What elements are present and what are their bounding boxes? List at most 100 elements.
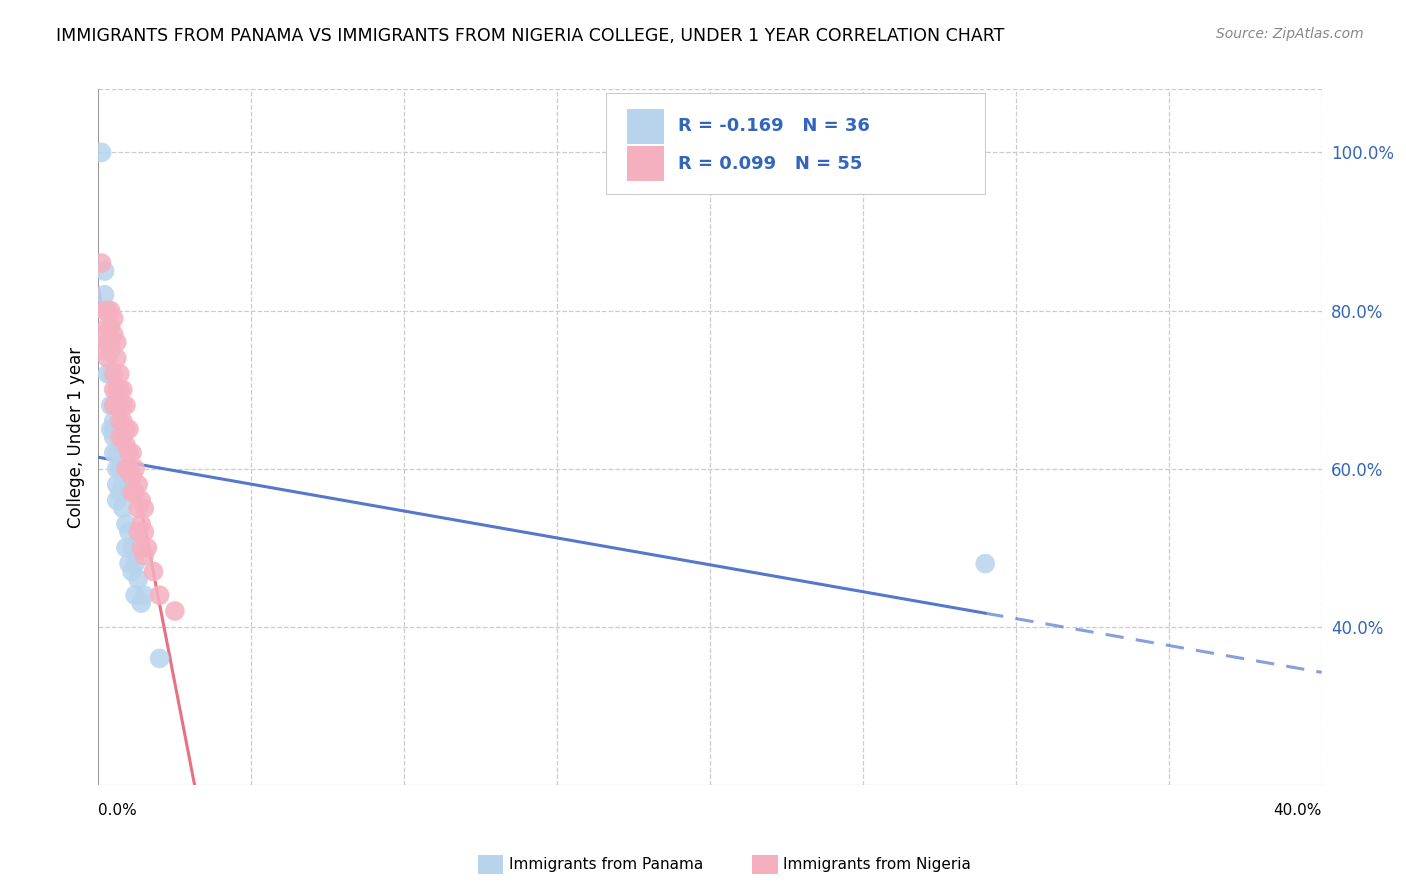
Point	[124, 588, 146, 602]
Point	[97, 303, 120, 318]
Point	[93, 264, 115, 278]
Point	[105, 493, 128, 508]
Point	[118, 461, 141, 475]
Point	[118, 524, 141, 539]
Point	[124, 461, 146, 475]
Point	[115, 438, 138, 452]
Point	[129, 517, 152, 532]
Point	[149, 588, 172, 602]
Point	[97, 351, 120, 365]
Point	[118, 557, 141, 571]
Point	[127, 477, 149, 491]
Point	[97, 335, 120, 350]
Point	[103, 327, 125, 342]
Point	[97, 335, 120, 350]
Point	[124, 485, 146, 500]
Point	[111, 501, 134, 516]
Point	[103, 446, 125, 460]
Point	[103, 399, 125, 413]
Point	[129, 596, 152, 610]
Text: R = -0.169   N = 36: R = -0.169 N = 36	[678, 117, 870, 136]
Point	[134, 549, 156, 563]
Point	[127, 573, 149, 587]
Point	[90, 256, 112, 270]
Point	[111, 414, 134, 428]
Point	[111, 383, 134, 397]
Point	[108, 430, 131, 444]
Point	[90, 145, 112, 160]
Point	[103, 367, 125, 381]
Point	[108, 399, 131, 413]
Point	[127, 524, 149, 539]
Y-axis label: College, Under 1 year: College, Under 1 year	[66, 346, 84, 528]
Point	[127, 501, 149, 516]
Point	[108, 383, 131, 397]
Point	[115, 541, 138, 555]
Point	[121, 541, 143, 555]
Point	[100, 303, 122, 318]
Text: R = 0.099   N = 55: R = 0.099 N = 55	[678, 155, 863, 173]
Point	[105, 399, 128, 413]
Point	[103, 311, 125, 326]
Point	[93, 287, 115, 301]
Point	[100, 367, 122, 381]
Point	[105, 335, 128, 350]
Point	[105, 383, 128, 397]
Point	[97, 319, 120, 334]
Point	[100, 319, 122, 334]
Point	[93, 327, 115, 342]
Point	[105, 446, 128, 460]
Point	[115, 422, 138, 436]
FancyBboxPatch shape	[627, 109, 664, 144]
Point	[103, 414, 125, 428]
Point	[142, 565, 165, 579]
Point	[103, 383, 125, 397]
Point	[118, 446, 141, 460]
Point	[108, 485, 131, 500]
Point	[111, 477, 134, 491]
Point	[129, 493, 152, 508]
Point	[974, 557, 997, 571]
Text: Immigrants from Nigeria: Immigrants from Nigeria	[783, 857, 972, 871]
Point	[136, 541, 159, 555]
Point	[149, 651, 172, 665]
Point	[105, 461, 128, 475]
Point	[93, 343, 115, 358]
FancyBboxPatch shape	[627, 146, 664, 181]
Point	[115, 461, 138, 475]
Point	[134, 524, 156, 539]
Point	[111, 399, 134, 413]
Point	[111, 430, 134, 444]
Point	[121, 565, 143, 579]
Point	[108, 367, 131, 381]
Point	[103, 399, 125, 413]
Point	[134, 588, 156, 602]
Text: 40.0%: 40.0%	[1274, 803, 1322, 818]
Point	[103, 430, 125, 444]
Point	[105, 351, 128, 365]
Point	[97, 367, 120, 381]
Text: Source: ZipAtlas.com: Source: ZipAtlas.com	[1216, 27, 1364, 41]
Point	[121, 446, 143, 460]
Point	[129, 541, 152, 555]
Point	[100, 343, 122, 358]
Point	[121, 469, 143, 483]
Point	[100, 335, 122, 350]
Point	[105, 477, 128, 491]
Point	[124, 557, 146, 571]
Point	[100, 399, 122, 413]
FancyBboxPatch shape	[606, 93, 986, 194]
Point	[134, 501, 156, 516]
Point	[108, 414, 131, 428]
Point	[115, 399, 138, 413]
Point	[100, 422, 122, 436]
Point	[103, 422, 125, 436]
Point	[118, 422, 141, 436]
Text: IMMIGRANTS FROM PANAMA VS IMMIGRANTS FROM NIGERIA COLLEGE, UNDER 1 YEAR CORRELAT: IMMIGRANTS FROM PANAMA VS IMMIGRANTS FRO…	[56, 27, 1005, 45]
Point	[121, 485, 143, 500]
Point	[108, 461, 131, 475]
Point	[163, 604, 186, 618]
Point	[93, 303, 115, 318]
Point	[115, 517, 138, 532]
Text: Immigrants from Panama: Immigrants from Panama	[509, 857, 703, 871]
